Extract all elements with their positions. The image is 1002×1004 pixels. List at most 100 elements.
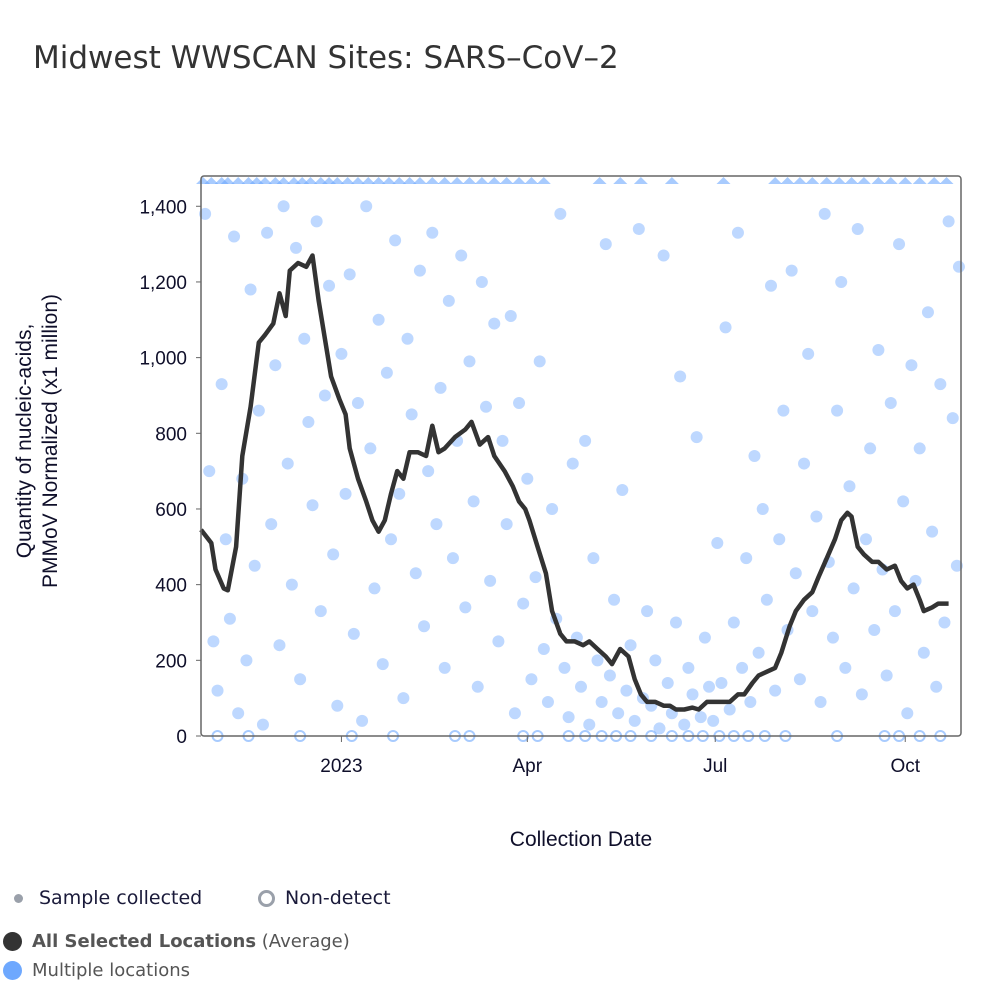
data-point xyxy=(554,207,567,220)
data-point xyxy=(327,548,340,561)
data-point xyxy=(248,559,261,572)
data-point xyxy=(446,552,459,565)
data-point xyxy=(765,279,777,292)
data-point xyxy=(851,222,864,235)
data-point xyxy=(558,661,571,674)
data-point xyxy=(252,404,265,417)
data-point xyxy=(500,518,513,531)
data-point xyxy=(773,533,786,546)
above-range-triangle xyxy=(499,177,514,184)
data-point xyxy=(682,661,695,674)
y-axis: 0 200 400 600 800 1,000 1,200 1,400 xyxy=(139,197,201,748)
nondetect-circle-icon xyxy=(258,889,275,907)
data-point xyxy=(294,673,307,686)
above-range-triangle xyxy=(768,177,783,184)
data-point xyxy=(356,714,369,727)
data-point xyxy=(860,533,872,546)
legend-multiple[interactable]: Multiple locations xyxy=(3,960,190,981)
data-point xyxy=(802,347,815,360)
data-point xyxy=(727,616,740,629)
data-point xyxy=(484,574,497,587)
average-dot-icon xyxy=(3,932,22,951)
above-range-triangle xyxy=(939,177,954,184)
data-point xyxy=(256,718,269,731)
data-point xyxy=(649,654,662,667)
above-range-triangle xyxy=(392,177,407,184)
above-range-triangle xyxy=(462,177,477,184)
data-point xyxy=(575,680,587,693)
data-point xyxy=(678,718,691,731)
data-point xyxy=(537,642,550,655)
legend-sample: Sample collected xyxy=(14,887,202,909)
data-point xyxy=(661,677,674,690)
data-point xyxy=(698,631,711,644)
y-tick-label: 1,400 xyxy=(139,197,187,218)
data-point xyxy=(934,378,947,391)
data-point xyxy=(517,597,530,610)
data-point xyxy=(360,200,373,213)
data-point xyxy=(785,264,798,277)
data-point xyxy=(595,695,608,708)
data-point xyxy=(422,465,435,478)
data-point xyxy=(372,313,385,326)
legend-average-label: All Selected Locations xyxy=(32,931,257,952)
data-point xyxy=(364,442,377,455)
data-point xyxy=(203,465,216,478)
data-point xyxy=(921,306,934,319)
data-point xyxy=(513,397,526,410)
above-range-triangle xyxy=(592,177,607,184)
data-point xyxy=(893,238,906,251)
legend-multiple-label: Multiple locations xyxy=(32,960,191,981)
data-point xyxy=(438,661,451,674)
data-point xyxy=(806,605,819,618)
data-point xyxy=(265,518,278,531)
data-point xyxy=(434,381,447,394)
above-range-triangle xyxy=(402,177,417,184)
data-point xyxy=(793,673,806,686)
data-point xyxy=(847,582,860,595)
average-line xyxy=(199,253,949,712)
above-range-triangle xyxy=(664,177,679,184)
above-range-triangle xyxy=(361,177,376,184)
plot-frame xyxy=(200,175,962,737)
data-point xyxy=(715,677,728,690)
data-point xyxy=(901,707,914,720)
data-point xyxy=(839,661,852,674)
above-range-triangle xyxy=(437,177,452,184)
data-point xyxy=(880,669,893,682)
above-range-triangle xyxy=(204,177,219,184)
data-point xyxy=(579,434,592,447)
data-point xyxy=(467,495,480,508)
data-point xyxy=(562,711,575,724)
data-point xyxy=(674,370,687,383)
above-range-triangle xyxy=(487,177,502,184)
data-point xyxy=(240,654,253,667)
data-point xyxy=(285,578,298,591)
data-point xyxy=(389,234,402,247)
above-range-triangle xyxy=(844,177,859,184)
data-point xyxy=(529,571,542,584)
data-point xyxy=(397,692,410,705)
data-point xyxy=(905,359,918,372)
above-range-triangle xyxy=(474,177,489,184)
data-point xyxy=(430,518,443,531)
data-point xyxy=(608,593,621,606)
data-point xyxy=(310,215,323,228)
data-point xyxy=(215,378,228,391)
above-range-markers xyxy=(196,177,954,184)
x-axis-label: Collection Date xyxy=(510,828,652,851)
above-range-triangle xyxy=(258,177,273,184)
scatter-points xyxy=(199,200,965,735)
data-point xyxy=(810,510,823,523)
x-tick-label: Jul xyxy=(703,756,727,777)
legend-average[interactable]: All Selected Locations (Average) xyxy=(3,931,350,952)
data-point xyxy=(306,499,319,512)
data-point xyxy=(587,552,600,565)
above-range-triangle xyxy=(898,177,913,184)
above-range-triangle xyxy=(819,177,834,184)
data-point xyxy=(930,680,943,693)
data-point xyxy=(632,222,645,235)
multiple-dot-icon xyxy=(3,961,22,980)
data-point xyxy=(405,408,418,421)
data-point xyxy=(760,593,773,606)
